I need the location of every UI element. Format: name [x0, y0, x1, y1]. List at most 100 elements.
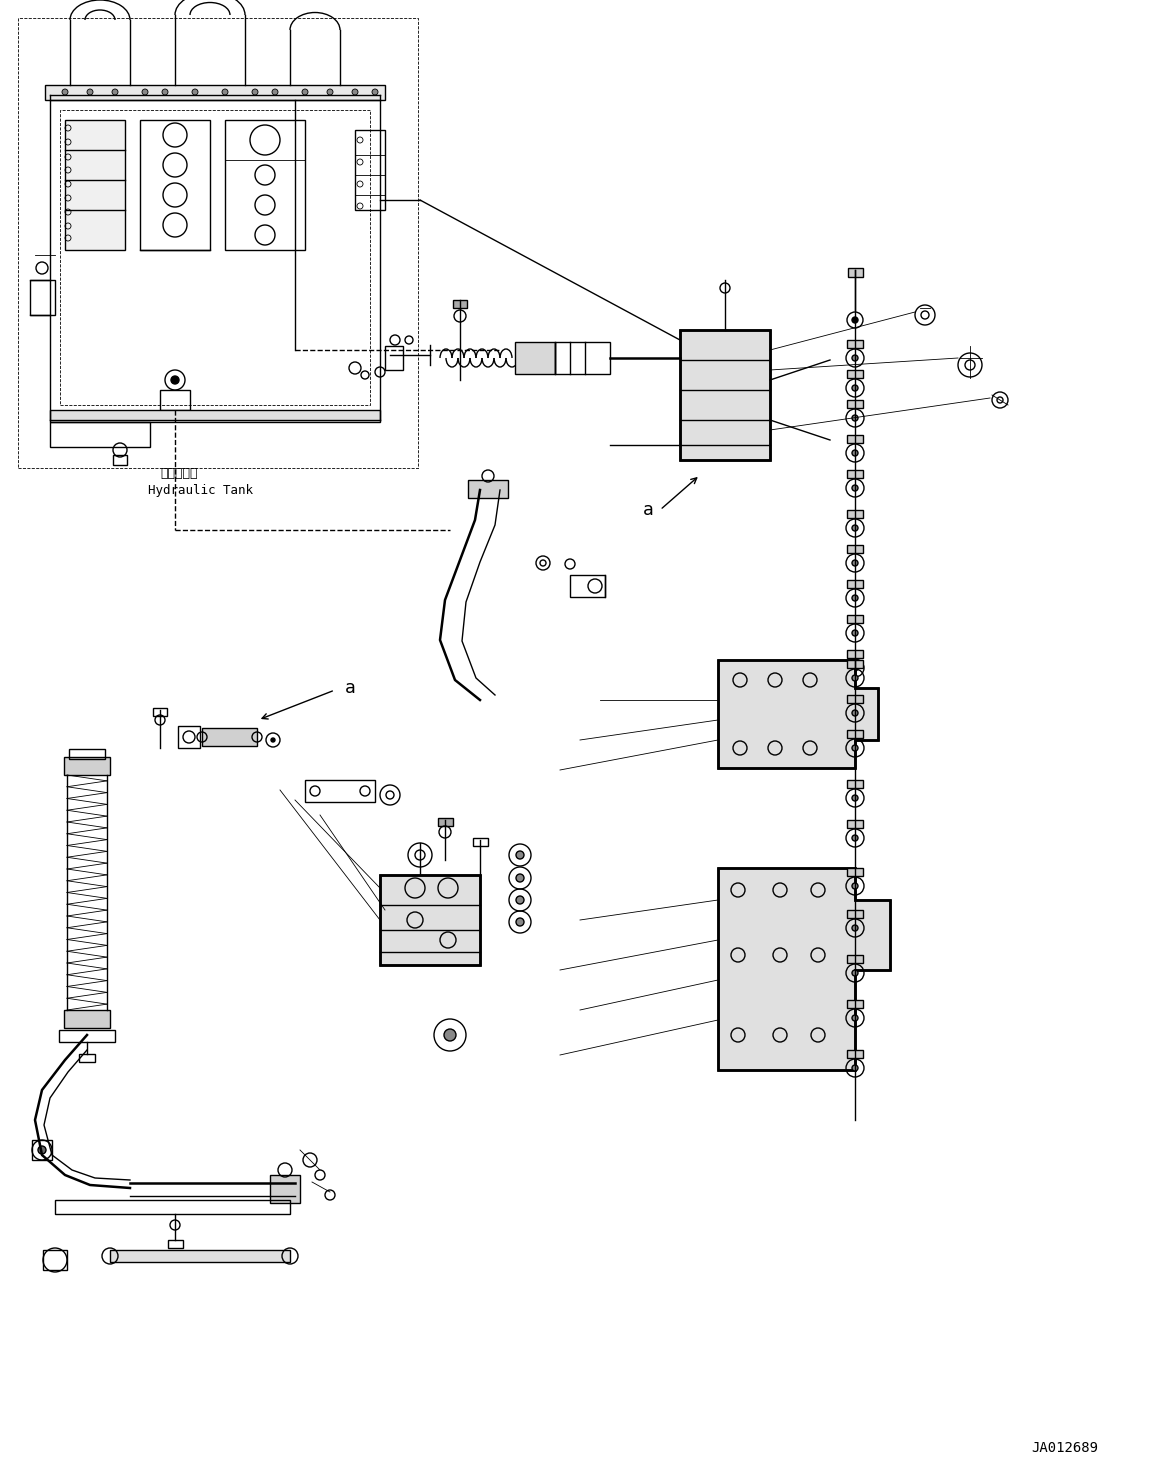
Text: JA012689: JA012689 — [1032, 1441, 1099, 1455]
Bar — [45, 85, 385, 100]
Bar — [55, 1200, 290, 1215]
Bar — [515, 342, 555, 374]
Bar — [160, 390, 190, 409]
Bar — [380, 874, 480, 965]
Bar — [847, 615, 863, 623]
Circle shape — [852, 795, 858, 801]
Bar — [17, 18, 418, 468]
Circle shape — [444, 1028, 456, 1042]
Bar — [385, 346, 404, 370]
Circle shape — [271, 738, 274, 742]
Bar — [555, 342, 611, 374]
Bar — [847, 820, 863, 827]
Bar — [60, 110, 370, 405]
Text: Hydraulic Tank: Hydraulic Tank — [148, 484, 254, 496]
Bar — [847, 400, 863, 408]
Circle shape — [852, 970, 858, 976]
Circle shape — [852, 745, 858, 751]
Polygon shape — [718, 660, 878, 769]
Bar — [154, 709, 167, 716]
Bar — [680, 330, 770, 461]
Polygon shape — [718, 868, 890, 1069]
Bar — [468, 480, 508, 497]
Bar — [438, 819, 454, 826]
Text: 油圧タンク: 油圧タンク — [160, 467, 198, 480]
Circle shape — [852, 560, 858, 566]
Bar — [355, 131, 385, 210]
Bar — [454, 299, 468, 308]
Circle shape — [852, 415, 858, 421]
Circle shape — [112, 89, 117, 95]
Bar — [178, 726, 200, 748]
Bar — [847, 1000, 863, 1008]
Circle shape — [852, 710, 858, 716]
Circle shape — [516, 874, 525, 882]
Circle shape — [516, 851, 525, 860]
Bar — [473, 838, 488, 846]
Circle shape — [171, 376, 179, 384]
Bar — [224, 120, 305, 249]
Bar — [570, 575, 605, 597]
Bar — [65, 120, 124, 249]
Bar — [43, 1250, 67, 1270]
Bar — [69, 750, 105, 758]
Bar — [30, 280, 55, 315]
Circle shape — [516, 896, 525, 904]
Bar — [847, 1050, 863, 1058]
Circle shape — [38, 1146, 47, 1155]
Circle shape — [852, 317, 858, 323]
Bar — [270, 1175, 300, 1203]
Circle shape — [192, 89, 198, 95]
Circle shape — [372, 89, 378, 95]
Circle shape — [852, 665, 858, 670]
Circle shape — [222, 89, 228, 95]
Circle shape — [162, 89, 167, 95]
Bar — [50, 422, 150, 447]
Bar — [847, 695, 863, 703]
Circle shape — [852, 525, 858, 531]
Circle shape — [852, 1065, 858, 1071]
Bar — [380, 874, 480, 965]
Bar — [59, 1030, 115, 1042]
Circle shape — [852, 629, 858, 637]
Bar — [202, 728, 257, 747]
Circle shape — [352, 89, 358, 95]
Bar — [167, 1240, 183, 1248]
Circle shape — [852, 596, 858, 601]
Circle shape — [272, 89, 278, 95]
Bar — [847, 436, 863, 443]
Bar — [847, 340, 863, 348]
Text: a: a — [344, 679, 356, 697]
Bar — [140, 120, 211, 249]
Bar — [50, 409, 380, 422]
Bar — [847, 955, 863, 962]
Bar — [847, 910, 863, 918]
Bar — [847, 469, 863, 478]
Bar — [847, 370, 863, 378]
Bar — [110, 1250, 290, 1262]
Bar — [847, 731, 863, 738]
Bar — [64, 757, 110, 775]
Circle shape — [327, 89, 333, 95]
Circle shape — [852, 486, 858, 491]
Bar — [847, 546, 863, 553]
Circle shape — [62, 89, 67, 95]
Bar — [113, 455, 127, 465]
Bar — [847, 511, 863, 518]
Circle shape — [852, 675, 858, 681]
Circle shape — [87, 89, 93, 95]
Text: a: a — [643, 502, 654, 519]
Bar — [847, 579, 863, 588]
Circle shape — [852, 1015, 858, 1021]
Bar — [680, 330, 770, 461]
Bar — [79, 1053, 95, 1062]
Bar — [64, 1009, 110, 1028]
Circle shape — [852, 926, 858, 932]
Circle shape — [852, 835, 858, 841]
Circle shape — [252, 89, 258, 95]
Circle shape — [852, 355, 858, 361]
Circle shape — [852, 450, 858, 456]
Bar — [305, 780, 374, 802]
Circle shape — [516, 918, 525, 926]
Bar — [847, 650, 863, 659]
